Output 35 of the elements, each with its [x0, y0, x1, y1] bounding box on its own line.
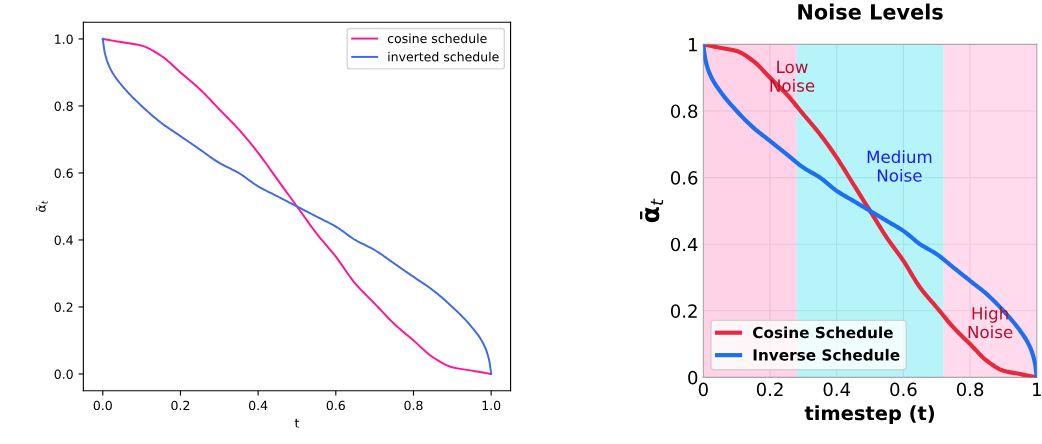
x-tick-label: 1.0	[482, 400, 501, 411]
x-tick-label: 0.4	[249, 400, 268, 411]
y-axis-title: ᾱ$_{t}$	[640, 198, 664, 223]
x-tick-label: 0.6	[326, 400, 345, 411]
x-tick-label: 0.0	[93, 400, 112, 411]
y-tick-label: 0.2	[54, 302, 73, 312]
x-tick-label: 0.2	[756, 382, 783, 397]
y-tick-label: 0.4	[54, 235, 73, 245]
y-tick-label: 1	[688, 38, 697, 52]
x-tick-label: 0.4	[823, 382, 851, 397]
legend-label: cosine schedule	[387, 33, 487, 44]
chart-title: Noise Levels	[798, 3, 943, 20]
x-tick-label: 0.8	[404, 400, 423, 411]
x-axis-title: t	[294, 418, 300, 428]
x-tick-label: 1	[1033, 382, 1041, 396]
y-tick-label: 0.8	[670, 104, 698, 119]
legend-label: inverted schedule	[388, 51, 499, 62]
band-label: High Noise	[968, 306, 1013, 339]
legend-label: Cosine Schedule	[753, 326, 893, 339]
y-tick-label: 1.0	[55, 34, 73, 44]
x-tick-label: 0.8	[956, 382, 984, 397]
x-tick-label: 0.6	[890, 382, 917, 397]
y-tick-label: 0.6	[54, 168, 73, 178]
x-axis-title: timestep (t)	[804, 405, 935, 425]
y-tick-label: 0.8	[54, 101, 73, 111]
y-tick-label: 0.2	[670, 304, 697, 318]
x-tick-label: 0.2	[171, 400, 190, 411]
y-tick-label: 0.6	[670, 171, 698, 185]
y-tick-label: 0.4	[670, 237, 698, 252]
band-label: Medium Noise	[867, 150, 932, 182]
x-tick-label: 0	[698, 382, 708, 397]
legend-label: Inverse Schedule	[753, 348, 900, 361]
y-tick-label: 0	[688, 370, 698, 385]
y-tick-label: 0.0	[54, 369, 73, 379]
y-axis-title: ᾱ$_{t}$	[36, 200, 48, 212]
